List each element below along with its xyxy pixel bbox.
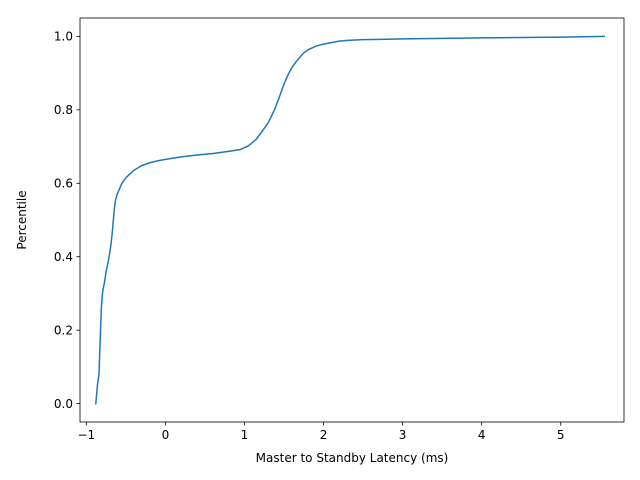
x-tick-label: 5 — [557, 428, 565, 442]
axes-frame — [79, 17, 625, 423]
y-tick-label: 0.6 — [54, 177, 73, 191]
x-axis-label: Master to Standby Latency (ms) — [256, 451, 449, 465]
y-tick-label: 0.4 — [54, 250, 73, 264]
series-layer — [94, 35, 605, 405]
y-tick-label: 0.0 — [54, 397, 73, 411]
plot-area — [79, 17, 625, 423]
x-tick-label: 4 — [478, 428, 486, 442]
x-tick-label: 1 — [241, 428, 249, 442]
x-tick-label: 0 — [162, 428, 170, 442]
y-tick-label: 0.8 — [54, 103, 73, 117]
x-tick-label: −1 — [77, 428, 95, 442]
series-line — [94, 35, 605, 405]
y-axis-ticks: 0.0 0.2 0.4 0.6 0.8 1.0 — [54, 30, 80, 411]
x-tick-label: 3 — [399, 428, 407, 442]
y-tick-label: 0.2 — [54, 323, 73, 337]
x-axis-ticks: −1 0 1 2 3 4 5 — [77, 422, 565, 442]
y-tick-label: 1.0 — [54, 30, 73, 44]
x-tick-label: 2 — [320, 428, 328, 442]
y-axis-label: Percentile — [15, 190, 29, 249]
